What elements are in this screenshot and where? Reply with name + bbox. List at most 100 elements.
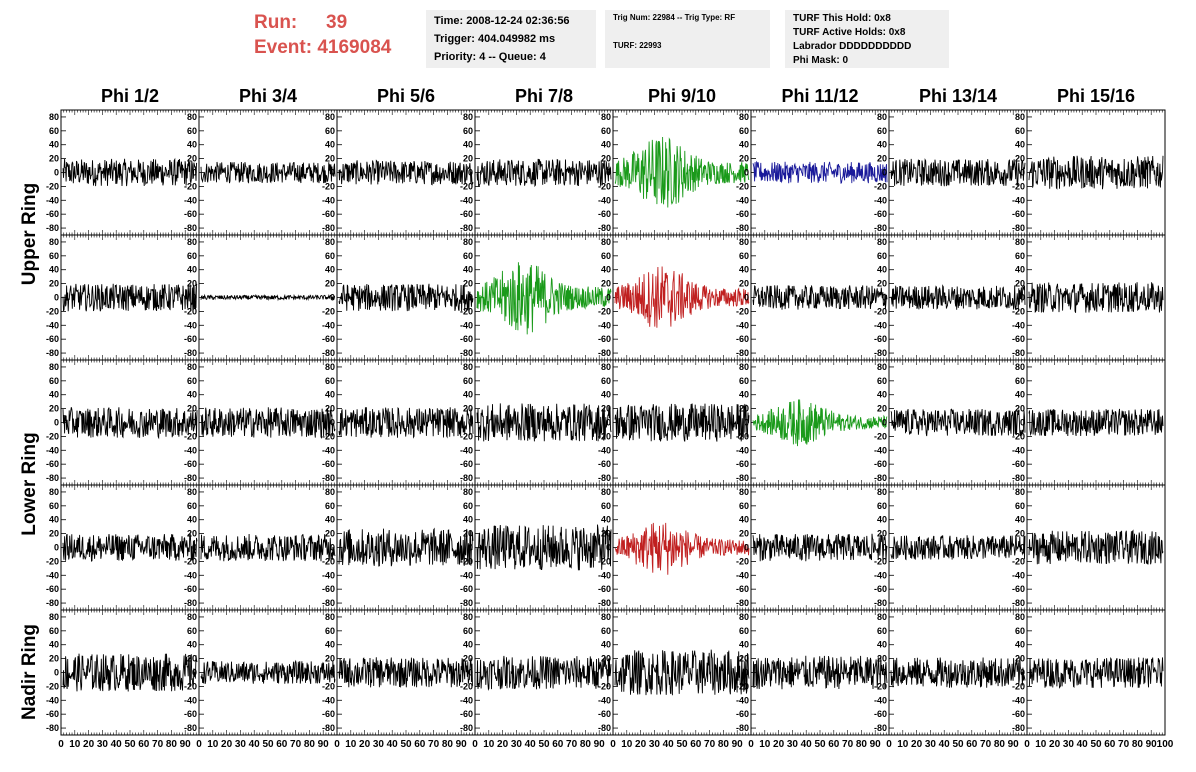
y-tick-label: -60	[1012, 334, 1025, 344]
y-tick-label: -80	[874, 598, 887, 608]
x-tick-label: 60	[414, 739, 426, 750]
x-tick-label: 0	[334, 739, 340, 750]
y-tick-label: 20	[463, 529, 473, 539]
turf-active-text: TURF Active Holds: 0x8	[793, 27, 906, 38]
y-tick-label: 40	[49, 640, 59, 650]
y-tick-label: 20	[187, 654, 197, 664]
x-tick-label: 10	[69, 739, 81, 750]
column-title: Phi 15/16	[1056, 86, 1136, 106]
waveform-trace	[338, 527, 474, 567]
y-tick-label: 60	[49, 501, 59, 511]
y-tick-label: 60	[187, 376, 197, 386]
turf-text: TURF: 22993	[613, 41, 662, 50]
x-tick-label: 80	[166, 739, 178, 750]
x-tick-label: 50	[952, 739, 964, 750]
x-tick-label: 60	[690, 739, 702, 750]
y-tick-label: 20	[739, 529, 749, 539]
y-tick-label: -60	[322, 709, 335, 719]
waveform-panel: 80 60 40 20 0 -20 -40 -60 -80	[736, 359, 890, 486]
x-tick-label: 30	[925, 739, 937, 750]
y-tick-label: -60	[46, 334, 59, 344]
y-tick-label: 0	[606, 168, 611, 178]
y-tick-label: 40	[1015, 515, 1025, 525]
y-tick-label: -20	[1012, 431, 1025, 441]
y-tick-label: -20	[736, 681, 749, 691]
y-tick-label: 80	[877, 237, 887, 247]
y-tick-label: -80	[1012, 598, 1025, 608]
x-tick-label: 90	[180, 739, 192, 750]
y-tick-label: -60	[874, 584, 887, 594]
waveform-trace	[614, 403, 750, 442]
waveform-panel: 80 60 40 20 0 -20 -40 -60 -80	[874, 109, 1028, 236]
run-label: Run:	[254, 12, 298, 33]
y-tick-label: -80	[46, 348, 59, 358]
y-tick-label: 0	[468, 168, 473, 178]
waveform-panel: 80 60 40 20 0 -20 -40 -60 -80	[736, 609, 890, 736]
y-tick-label: 0	[1020, 293, 1025, 303]
waveform-panel: 80 60 40 20 0 -20 -40 -60 -80	[736, 234, 890, 361]
y-tick-label: 40	[463, 140, 473, 150]
y-tick-label: 80	[325, 237, 335, 247]
y-tick-label: 0	[1020, 543, 1025, 553]
y-tick-label: 40	[877, 140, 887, 150]
waveform-panel: 80 60 40 20 0 -20 -40 -60 -80	[322, 609, 476, 736]
y-tick-label: -40	[1012, 570, 1025, 580]
y-tick-label: 0	[54, 293, 59, 303]
y-tick-label: 0	[468, 418, 473, 428]
y-tick-label: 60	[325, 126, 335, 136]
column-title: Phi 13/14	[918, 86, 998, 106]
waveform-trace	[476, 655, 612, 691]
waveform-panel: 80 60 40 20 0 -20 -40 -60 -80	[1012, 484, 1166, 611]
y-tick-label: 0	[744, 168, 749, 178]
y-tick-label: 20	[325, 279, 335, 289]
waveform-panel: 80 60 40 20 0 -20 -40 -60 -80	[598, 359, 752, 486]
y-tick-label: -20	[460, 431, 473, 441]
y-tick-label: 80	[1015, 612, 1025, 622]
x-tick-label: 10	[345, 739, 357, 750]
y-tick-label: -20	[1012, 681, 1025, 691]
y-tick-label: 60	[187, 501, 197, 511]
column-title: Phi 9/10	[647, 86, 717, 106]
y-tick-label: 20	[49, 154, 59, 164]
waveform-trace	[200, 161, 336, 184]
y-tick-label: -40	[598, 695, 611, 705]
y-tick-label: -80	[184, 473, 197, 483]
waveform-trace	[338, 657, 474, 688]
x-tick-label: 40	[387, 739, 399, 750]
y-tick-label: 80	[325, 112, 335, 122]
waveform-trace	[338, 407, 474, 439]
waveform-trace	[752, 533, 888, 562]
x-tick-label: 0	[886, 739, 892, 750]
waveform-trace	[62, 283, 198, 312]
y-tick-label: 60	[325, 501, 335, 511]
y-tick-label: 20	[1015, 404, 1025, 414]
y-tick-label: -80	[874, 723, 887, 733]
y-tick-label: -20	[736, 556, 749, 566]
y-tick-label: -40	[460, 570, 473, 580]
y-tick-label: -20	[874, 556, 887, 566]
y-tick-label: 80	[877, 112, 887, 122]
y-tick-label: 0	[1020, 168, 1025, 178]
y-tick-label: 0	[744, 543, 749, 553]
y-tick-label: 40	[463, 390, 473, 400]
y-tick-label: -20	[736, 181, 749, 191]
y-tick-label: 0	[744, 668, 749, 678]
waveform-trace	[614, 522, 750, 575]
x-tick-label: 10	[897, 739, 909, 750]
y-tick-label: 20	[601, 279, 611, 289]
y-tick-label: -80	[46, 223, 59, 233]
y-tick-label: 20	[601, 404, 611, 414]
y-tick-label: -80	[1012, 348, 1025, 358]
waveform-trace	[62, 653, 198, 692]
waveform-panel: 80 60 40 20 0 -20 -40 -60 -80	[874, 609, 1028, 736]
x-tick-label: 0	[748, 739, 754, 750]
y-tick-label: -80	[736, 223, 749, 233]
y-tick-label: 0	[330, 668, 335, 678]
waveform-panel: 80 60 40 20 0 -20 -40 -60 -80	[46, 234, 200, 361]
y-tick-label: 60	[739, 126, 749, 136]
y-tick-label: 80	[49, 362, 59, 372]
y-tick-label: 60	[325, 251, 335, 261]
y-tick-label: 20	[325, 654, 335, 664]
y-tick-label: 40	[325, 640, 335, 650]
y-tick-label: 60	[739, 626, 749, 636]
